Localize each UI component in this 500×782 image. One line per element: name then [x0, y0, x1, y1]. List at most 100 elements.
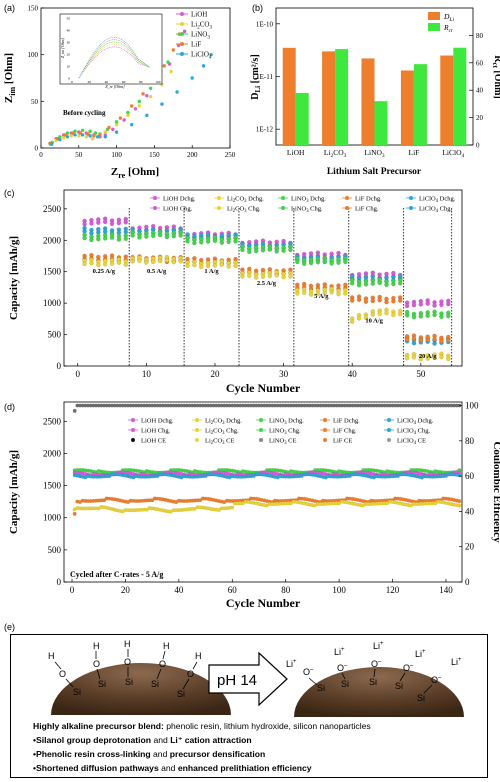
legend-marker-liclo4 [180, 52, 184, 56]
legend-label: Li2CO3 Chg. [227, 205, 261, 214]
data-point-li2co3 [301, 290, 307, 295]
label-si: Si [98, 679, 106, 689]
legend-marker [409, 196, 413, 200]
data-point-li2co3 [102, 261, 108, 267]
x-tick-label: 20 [210, 369, 220, 379]
y-tick-label: 1500 [43, 267, 62, 277]
data-point-li2co3 [322, 290, 328, 296]
data-point-lino3 [166, 60, 170, 64]
legend-label: LiNO3 Chg. [269, 427, 301, 436]
label-si: Si [151, 679, 159, 689]
x-tick-label: 120 [386, 585, 400, 595]
data-point-lino3 [80, 128, 85, 132]
data-point-lino3 [219, 240, 225, 245]
inset-y-tick-label: 40 [67, 28, 71, 32]
data-point-lino3 [432, 312, 437, 318]
x-tick-label: 140 [439, 585, 453, 595]
data-point-li2co3 [219, 262, 225, 267]
right-tick-label: 100 [465, 401, 479, 411]
data-point-liclo4 [444, 473, 448, 478]
data-point-lino3 [198, 239, 204, 245]
data-point-lino3 [109, 235, 115, 240]
x-tick-label: 250 [225, 151, 236, 159]
data-point-lino3 [65, 131, 70, 135]
data-point-liclo4 [395, 474, 400, 478]
data-point-lino3 [137, 99, 141, 104]
panel-a-points [48, 29, 213, 146]
legend-label-li2co3: Li2CO3 [191, 21, 212, 31]
data-point-lino3 [295, 259, 300, 265]
panel-b-ticks: 1E-12 1E-11 1E-10 0 20 40 60 80 [256, 20, 484, 149]
bar-dli-liclo4 [440, 55, 454, 145]
x-tick-label: 50 [75, 151, 83, 159]
bar-rct-lino3 [374, 101, 388, 145]
data-point-lioh [411, 302, 417, 308]
data-point-lif [397, 298, 403, 303]
legend-label-lif: LiF [191, 41, 201, 49]
legend-marker [195, 418, 199, 422]
data-point-lino3 [185, 238, 190, 244]
data-point-li2co3 [384, 310, 389, 316]
data-point-liclo4 [96, 135, 100, 139]
data-point-liclo4 [203, 474, 208, 478]
x-tick-label: 0 [39, 151, 43, 159]
data-point-li2co3 [329, 290, 334, 295]
inset-x-tick-label: 100 [155, 80, 161, 84]
data-point-li2co3 [144, 507, 149, 512]
data-point-li2co3 [192, 506, 197, 511]
data-point-lif [356, 297, 362, 303]
rate-label: 1 A/g [204, 268, 219, 275]
data-point-li2co3 [144, 260, 149, 265]
data-point-li2co3 [241, 501, 245, 506]
label-o-minus: O– [431, 675, 442, 685]
data-point-lino3 [397, 280, 403, 286]
ph-arrow: pH 14 [208, 651, 288, 707]
inset-x-tick-label: 20 [87, 80, 91, 84]
panel-b-ylabel-left: DLi [cm²/s] [250, 54, 262, 99]
label-si: Si [73, 687, 81, 697]
data-point-li2co3 [446, 356, 451, 362]
arrow-label: pH 14 [217, 672, 257, 689]
label-si: Si [369, 677, 377, 687]
data-point-liclo4 [411, 340, 417, 346]
rate-label: 0.25 A/g [93, 268, 116, 275]
legend-marker [131, 438, 135, 442]
data-point-lif [92, 134, 96, 138]
y-tick-label: 50 [31, 98, 39, 106]
data-point-li2co3 [178, 259, 183, 264]
category-label-lino3: LiNO3 [364, 148, 385, 159]
data-point-lino3 [370, 281, 376, 286]
silicon-particle-before: Si O H Si O H Si O H Si O H Si [48, 639, 231, 715]
data-point-lino3 [377, 280, 382, 286]
data-point-lino3 [439, 314, 444, 320]
data-point-li2co3 [205, 263, 211, 269]
legend-marker [323, 438, 327, 442]
data-point-lino3 [349, 280, 355, 286]
label-o-minus: O– [337, 663, 348, 673]
data-point-liclo4 [160, 102, 164, 106]
x-tick-label: 40 [348, 369, 358, 379]
legend-label: LiF Dchg. [333, 417, 360, 424]
y-tick-label: 500 [48, 545, 62, 555]
data-point-li2co3 [281, 274, 286, 280]
label-o: O [159, 659, 166, 669]
x-tick-label: 100 [332, 585, 346, 595]
inset-x-tick-label: 80 [139, 80, 143, 84]
legend-swatch-dli [428, 12, 440, 20]
data-point-lino3 [178, 233, 183, 238]
legend-label: LiF Chg. [355, 205, 379, 212]
right-tick-label: 0 [465, 577, 470, 587]
panel-d-legend: LiOH Dchg. Li2CO3 Dchg. LiNO3 Dchg. LiF Dch… [128, 417, 434, 446]
panel-c-rate-dividers [128, 208, 453, 366]
data-point-li2co3 [137, 104, 141, 108]
data-point-lino3 [192, 240, 197, 246]
data-point-li2co3 [217, 508, 221, 512]
data-point-lif [71, 131, 75, 135]
label-o: O [124, 657, 131, 667]
data-point-li2co3 [130, 259, 135, 264]
data-point-liclo4 [201, 64, 206, 68]
panel-a-ylabel: Zim [Ohm] [3, 53, 17, 103]
data-point-li2co3 [69, 134, 73, 138]
panel-b-xlabel: Lithium Salt Precursor [327, 167, 422, 177]
